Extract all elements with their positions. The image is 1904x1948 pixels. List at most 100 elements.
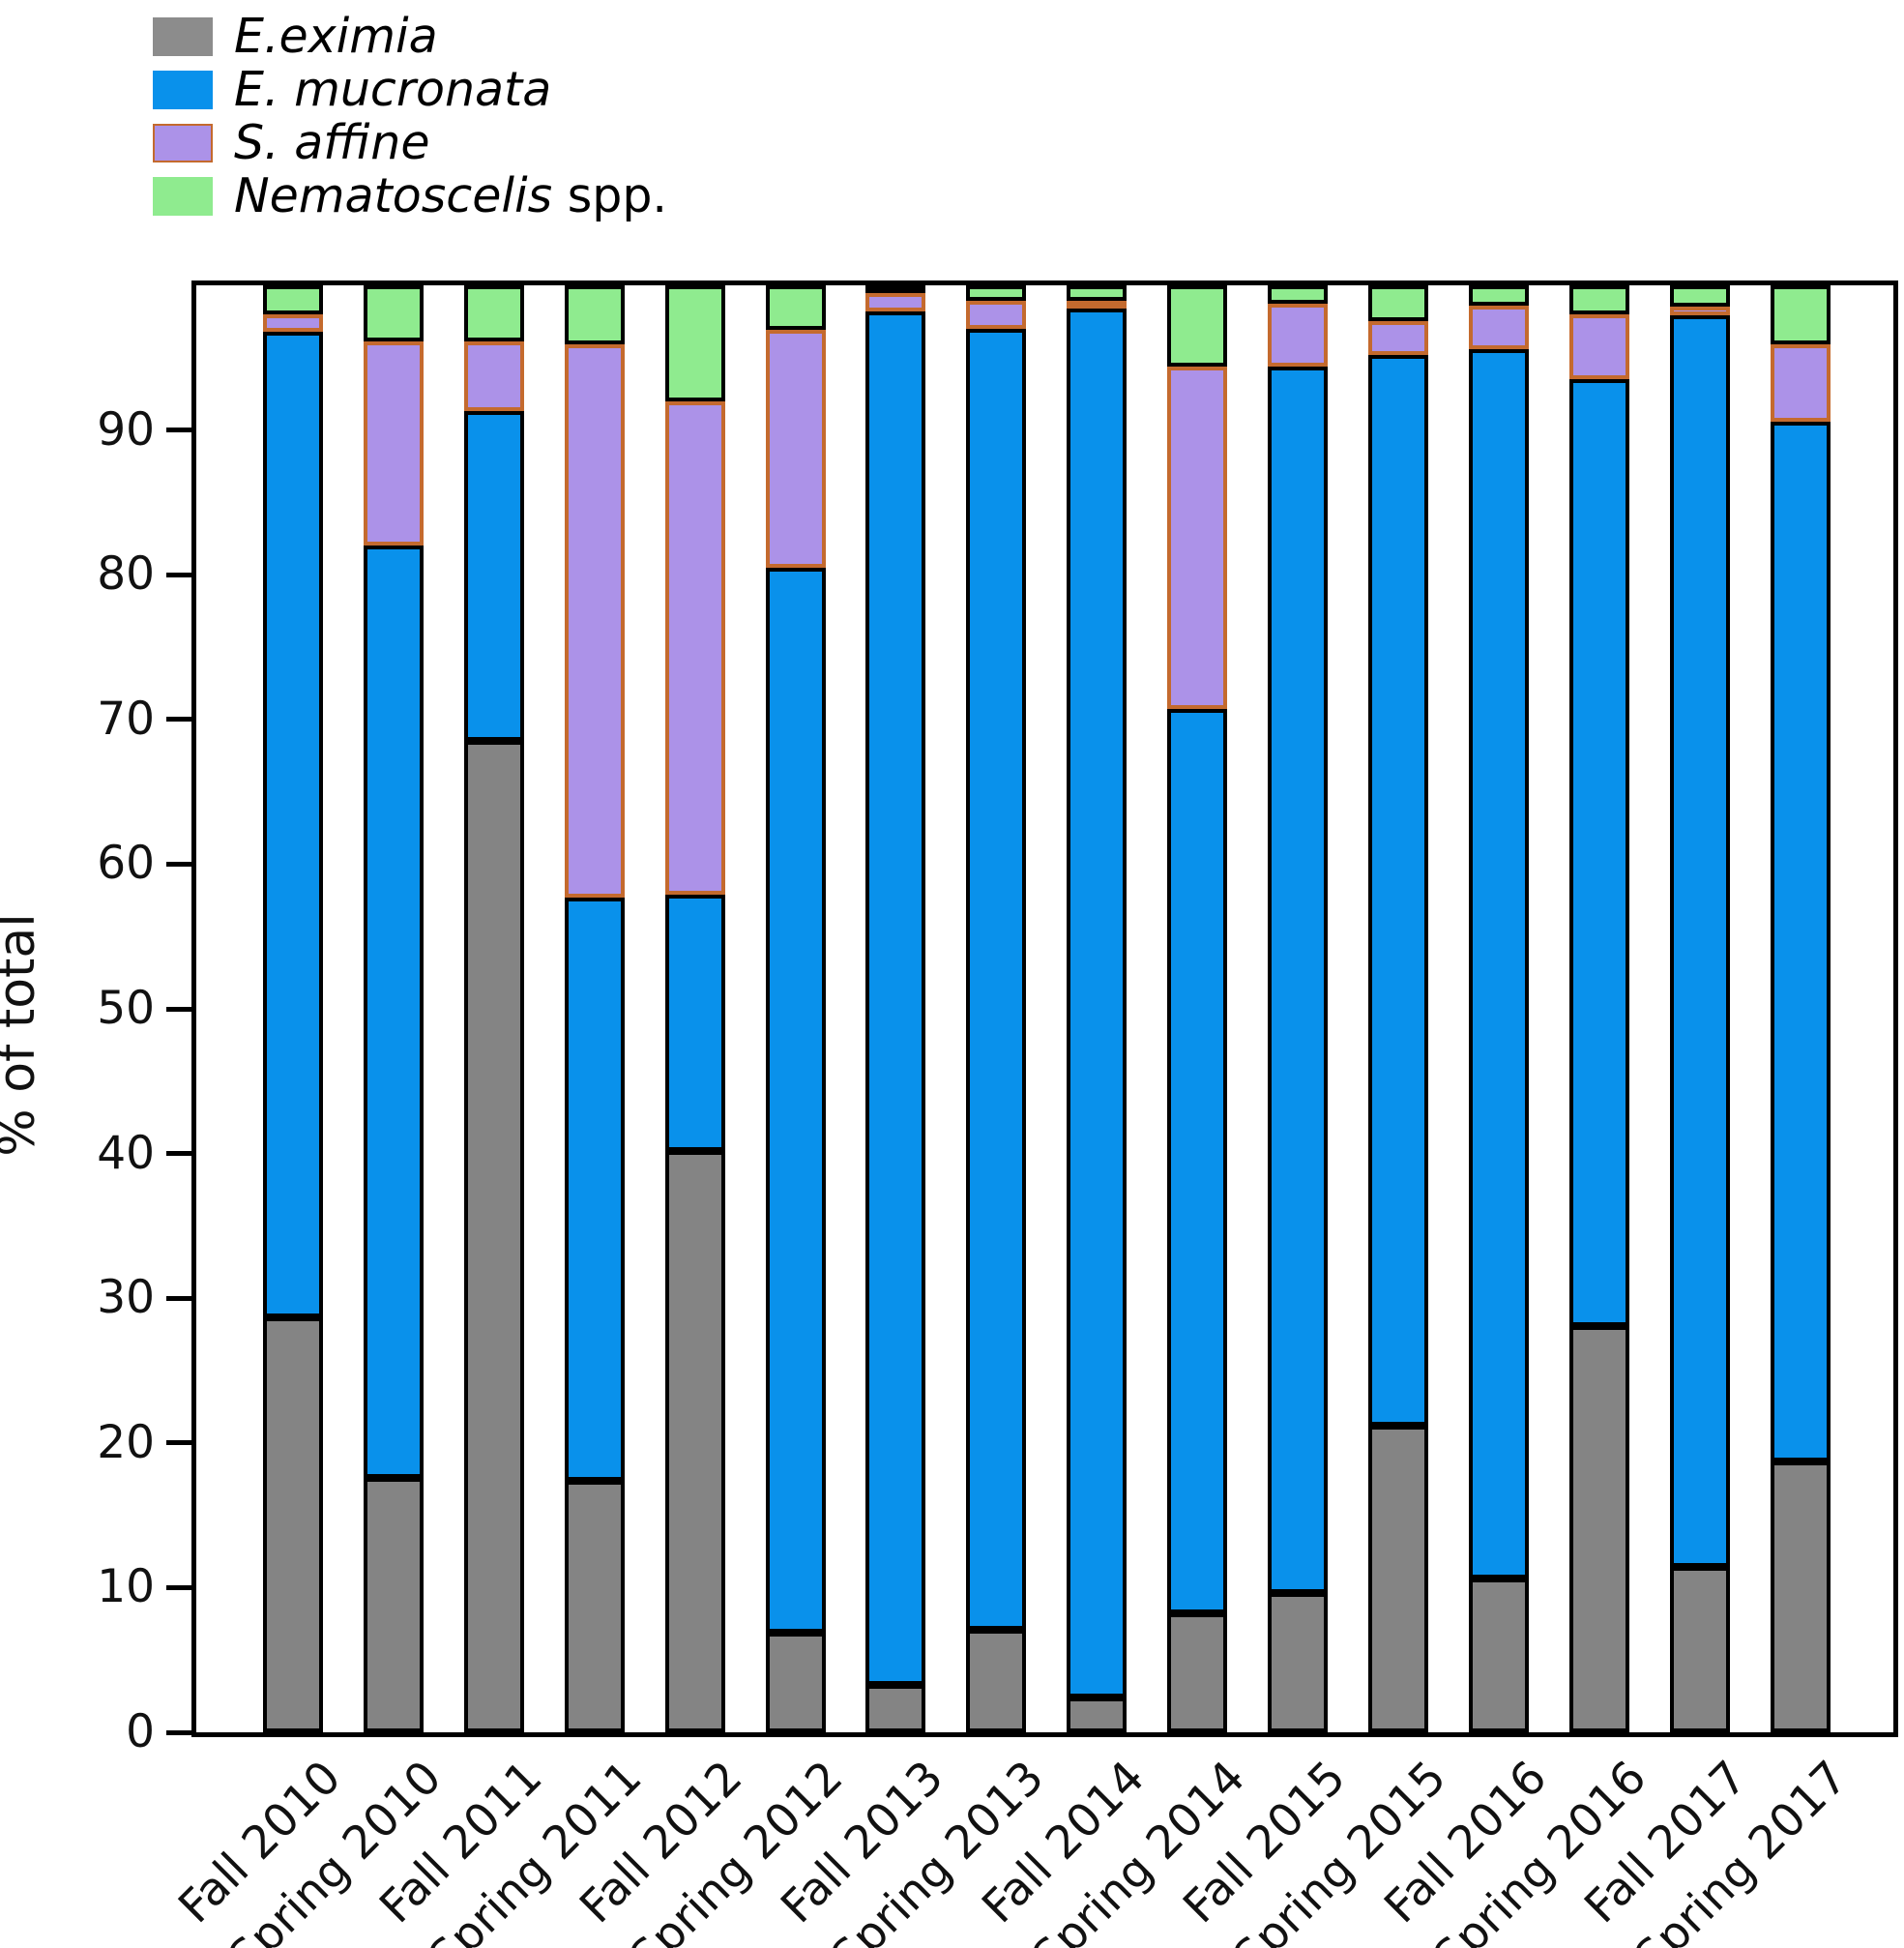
y-tick-label: 20	[97, 1415, 155, 1469]
bar-segment-e-mucronata	[1468, 348, 1529, 1579]
y-tick-label: 40	[97, 1126, 155, 1180]
y-axis-title: % of total	[0, 913, 46, 1157]
bar-segment-e-eximia	[1669, 1567, 1730, 1732]
stacked-bar-spring-2016	[1568, 285, 1629, 1732]
bar-segment-e-eximia	[263, 1316, 323, 1732]
legend-label: E.eximia	[234, 9, 438, 64]
bar-segment-s-affine	[564, 344, 625, 898]
bar-segment-s-affine	[1067, 301, 1128, 310]
bar-segment-e-eximia	[564, 1480, 625, 1732]
y-tick-mark	[166, 1151, 191, 1157]
bar-segment-nematoscelis-spp-	[1669, 285, 1730, 308]
bar-segment-e-mucronata	[463, 411, 524, 742]
bar-segment-e-eximia	[1367, 1425, 1428, 1732]
bar-segment-e-eximia	[1568, 1325, 1629, 1732]
y-tick-mark	[166, 572, 191, 577]
bar-segment-nematoscelis-spp-	[463, 285, 524, 342]
bar-segment-nematoscelis-spp-	[1568, 285, 1629, 314]
bar-segment-s-affine	[865, 293, 926, 312]
legend-item-nematoscelis-spp-: Nematoscelis spp.	[153, 169, 667, 222]
stacked-bar-spring-2011	[564, 285, 625, 1732]
stacked-bar-fall-2014	[1067, 285, 1128, 1732]
bar-segment-e-eximia	[664, 1150, 725, 1732]
stacked-bar-fall-2017	[1669, 285, 1730, 1732]
bar-segment-e-mucronata	[1770, 421, 1831, 1462]
bar-segment-s-affine	[1568, 313, 1629, 380]
y-tick-label: 50	[97, 982, 155, 1035]
bar-segment-e-mucronata	[1067, 309, 1128, 1698]
bar-segment-s-affine	[1367, 321, 1428, 355]
bar-segment-e-mucronata	[564, 897, 625, 1481]
stacked-bar-spring-2010	[363, 285, 424, 1732]
chart-legend: E.eximia E. mucronata S. affine Nematosceli…	[153, 10, 667, 222]
bar-segment-e-eximia	[865, 1684, 926, 1732]
bar-segment-nematoscelis-spp-	[1268, 285, 1328, 305]
y-tick-label: 90	[97, 402, 155, 457]
bar-segment-s-affine	[1770, 344, 1831, 422]
y-tick-mark	[166, 1729, 191, 1735]
y-tick-mark	[166, 717, 191, 723]
bar-segment-s-affine	[664, 400, 725, 895]
legend-item-s-affine: S. affine	[153, 116, 667, 169]
bar-segment-nematoscelis-spp-	[966, 285, 1027, 302]
legend-swatch	[153, 123, 213, 162]
bar-segment-s-affine	[765, 330, 826, 568]
plot-area	[191, 280, 1898, 1737]
bar-segment-nematoscelis-spp-	[1367, 285, 1428, 322]
bar-segment-e-eximia	[363, 1477, 424, 1732]
bar-segment-e-mucronata	[966, 328, 1027, 1630]
y-tick-mark	[166, 861, 191, 867]
y-tick-mark	[166, 1006, 191, 1012]
y-tick-label: 80	[97, 547, 155, 602]
y-tick-label: 10	[97, 1560, 155, 1614]
bar-segment-e-eximia	[1468, 1579, 1529, 1732]
legend-swatch	[153, 16, 213, 56]
bar-segment-s-affine	[1167, 366, 1228, 710]
stacked-bar-spring-2014	[1167, 285, 1228, 1732]
legend-item-e-eximia: E.eximia	[153, 10, 667, 63]
bar-segment-nematoscelis-spp-	[1067, 285, 1128, 302]
stacked-bar-fall-2010	[263, 285, 323, 1732]
y-tick-label: 0	[126, 1705, 155, 1758]
bar-segment-nematoscelis-spp-	[564, 285, 625, 345]
bar-segment-e-eximia	[1167, 1613, 1228, 1732]
stacked-bar-fall-2013	[865, 285, 926, 1732]
bar-segment-s-affine	[263, 313, 323, 332]
legend-label: Nematoscelis spp.	[234, 168, 668, 223]
bar-segment-e-eximia	[1770, 1461, 1831, 1732]
bar-segment-e-mucronata	[664, 894, 725, 1151]
legend-swatch	[153, 176, 213, 216]
bar-segment-s-affine	[1669, 307, 1730, 316]
bar-segment-e-mucronata	[865, 311, 926, 1685]
stacked-bar-spring-2017	[1770, 285, 1831, 1732]
bar-segment-e-eximia	[1268, 1593, 1328, 1732]
y-tick-mark	[166, 1584, 191, 1590]
stacked-bar-fall-2012	[664, 285, 725, 1732]
y-tick-mark	[166, 1295, 191, 1301]
bar-segment-nematoscelis-spp-	[765, 285, 826, 331]
stacked-bar-fall-2016	[1468, 285, 1529, 1732]
bar-segment-e-mucronata	[1568, 379, 1629, 1326]
bar-segment-nematoscelis-spp-	[263, 285, 323, 314]
bar-segment-s-affine	[966, 301, 1027, 329]
bar-segment-nematoscelis-spp-	[865, 285, 926, 293]
legend-swatch	[153, 70, 213, 109]
legend-label: S. affine	[234, 115, 430, 170]
stacked-bar-fall-2015	[1268, 285, 1328, 1732]
bar-segment-e-mucronata	[765, 567, 826, 1633]
bar-segment-s-affine	[1468, 305, 1529, 349]
bar-segment-e-mucronata	[363, 546, 424, 1478]
bar-segment-e-mucronata	[1268, 366, 1328, 1594]
bar-segment-e-eximia	[966, 1629, 1027, 1732]
y-tick-label: 60	[97, 837, 155, 891]
bar-segment-e-mucronata	[1167, 709, 1228, 1614]
legend-label: E. mucronata	[234, 62, 552, 117]
bar-segment-e-mucronata	[263, 331, 323, 1317]
bar-segment-nematoscelis-spp-	[664, 285, 725, 401]
bar-segment-s-affine	[363, 341, 424, 546]
stacked-bar-spring-2015	[1367, 285, 1428, 1732]
bar-segment-e-mucronata	[1669, 315, 1730, 1568]
bar-segment-e-eximia	[1067, 1697, 1128, 1732]
bar-segment-e-eximia	[463, 741, 524, 1732]
bar-segment-nematoscelis-spp-	[363, 285, 424, 342]
